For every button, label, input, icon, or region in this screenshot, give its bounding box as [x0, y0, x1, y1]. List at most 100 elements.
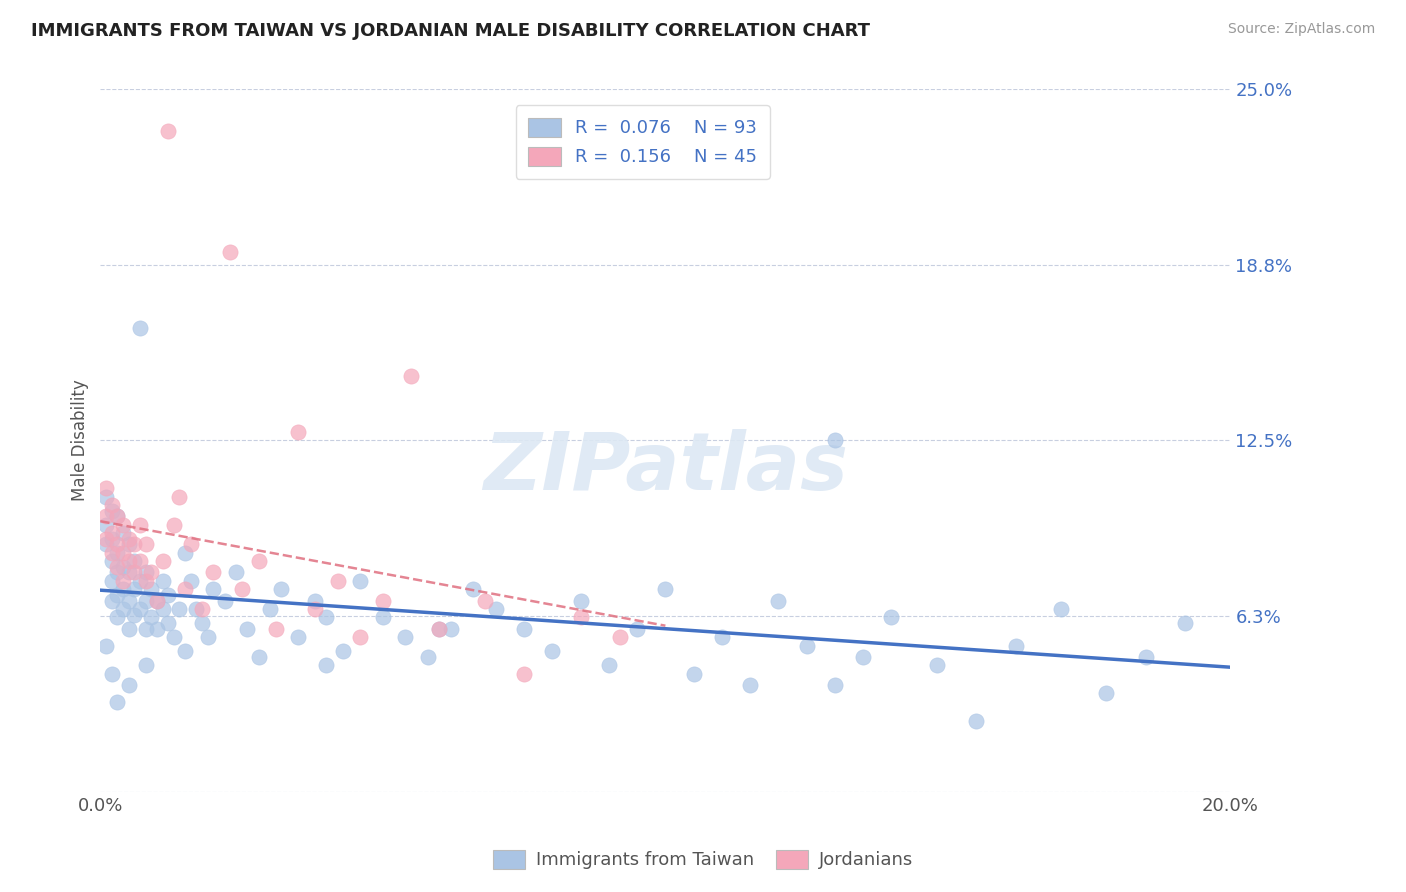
Point [117, 593, 139, 607]
Point [94, 509, 117, 524]
Point [129, 554, 152, 568]
Point [231, 582, 253, 597]
Point [141, 582, 163, 597]
Point [100, 546, 122, 560]
Point [94, 490, 117, 504]
Point [287, 425, 309, 439]
Point [141, 610, 163, 624]
Point [111, 559, 134, 574]
Point [169, 490, 191, 504]
Point [105, 610, 128, 624]
Y-axis label: Male Disability: Male Disability [72, 379, 89, 501]
Point [100, 532, 122, 546]
Point [247, 649, 270, 664]
Point [129, 517, 152, 532]
Point [191, 615, 214, 630]
Point [925, 658, 948, 673]
Point [626, 622, 648, 636]
Point [349, 630, 371, 644]
Point [287, 630, 309, 644]
Point [100, 503, 122, 517]
Point [429, 622, 451, 636]
Point [135, 574, 157, 588]
Point [429, 622, 451, 636]
Point [135, 566, 157, 580]
Point [122, 607, 145, 622]
Point [304, 602, 326, 616]
Point [174, 582, 197, 597]
Point [463, 582, 485, 597]
Point [163, 630, 186, 644]
Point [105, 566, 128, 580]
Point [146, 593, 169, 607]
Point [270, 582, 292, 597]
Point [654, 582, 676, 597]
Point [202, 566, 225, 580]
Point [191, 602, 214, 616]
Point [111, 574, 134, 588]
Point [1135, 649, 1157, 664]
Text: IMMIGRANTS FROM TAIWAN VS JORDANIAN MALE DISABILITY CORRELATION CHART: IMMIGRANTS FROM TAIWAN VS JORDANIAN MALE… [31, 22, 870, 40]
Point [264, 622, 287, 636]
Point [1095, 686, 1118, 700]
Point [122, 566, 145, 580]
Point [117, 622, 139, 636]
Point [219, 244, 242, 259]
Point [513, 622, 536, 636]
Point [111, 526, 134, 541]
Point [569, 593, 592, 607]
Text: Source: ZipAtlas.com: Source: ZipAtlas.com [1227, 22, 1375, 37]
Point [122, 582, 145, 597]
Point [111, 546, 134, 560]
Point [117, 678, 139, 692]
Point [485, 602, 508, 616]
Legend: Immigrants from Taiwan, Jordanians: Immigrants from Taiwan, Jordanians [484, 840, 922, 879]
Point [609, 630, 631, 644]
Point [100, 574, 122, 588]
Point [326, 574, 349, 588]
Point [197, 630, 219, 644]
Point [94, 517, 117, 532]
Point [105, 695, 128, 709]
Point [225, 566, 247, 580]
Point [202, 582, 225, 597]
Point [105, 509, 128, 524]
Point [94, 537, 117, 551]
Point [105, 588, 128, 602]
Point [304, 593, 326, 607]
Point [100, 526, 122, 541]
Point [740, 678, 762, 692]
Point [105, 537, 128, 551]
Point [394, 630, 416, 644]
Point [105, 509, 128, 524]
Point [315, 658, 337, 673]
Point [135, 593, 157, 607]
Point [399, 368, 422, 383]
Point [1174, 615, 1197, 630]
Point [117, 566, 139, 580]
Point [94, 481, 117, 495]
Point [100, 666, 122, 681]
Point [100, 593, 122, 607]
Point [122, 554, 145, 568]
Point [880, 610, 903, 624]
Point [174, 546, 197, 560]
Point [117, 532, 139, 546]
Point [174, 644, 197, 658]
Point [129, 574, 152, 588]
Point [186, 602, 208, 616]
Point [100, 498, 122, 512]
Point [513, 666, 536, 681]
Point [180, 537, 202, 551]
Point [824, 678, 846, 692]
Point [135, 622, 157, 636]
Point [569, 610, 592, 624]
Point [796, 639, 818, 653]
Point [152, 554, 174, 568]
Point [1004, 639, 1026, 653]
Point [117, 537, 139, 551]
Point [111, 517, 134, 532]
Point [416, 649, 439, 664]
Point [157, 124, 180, 138]
Point [768, 593, 790, 607]
